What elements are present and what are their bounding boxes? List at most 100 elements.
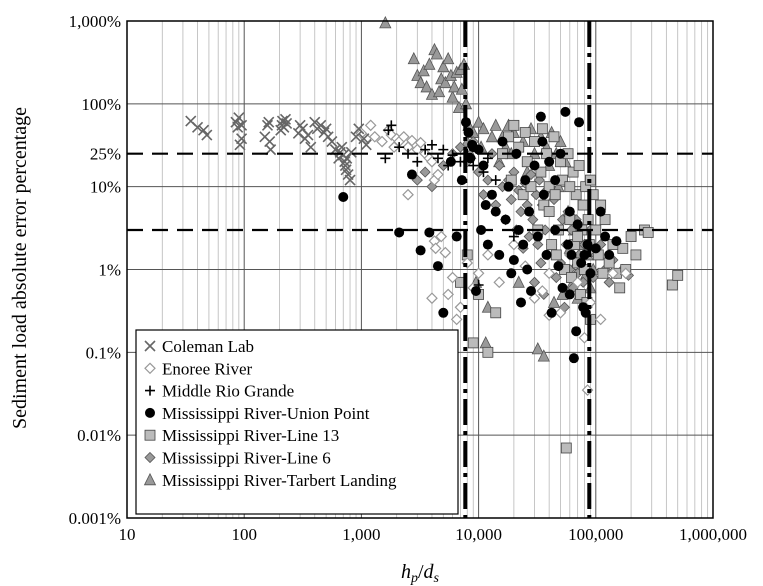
data-point bbox=[364, 119, 377, 132]
legend-marker bbox=[144, 340, 156, 352]
data-point bbox=[470, 286, 481, 297]
data-point bbox=[537, 349, 550, 362]
data-point bbox=[535, 257, 547, 269]
legend: Coleman Lab Enoree River Middle Rio Grande… bbox=[135, 329, 459, 515]
data-point bbox=[326, 136, 338, 148]
data-point bbox=[493, 276, 506, 289]
data-point bbox=[430, 47, 443, 60]
data-point bbox=[553, 261, 564, 272]
data-point bbox=[482, 346, 494, 358]
data-point bbox=[564, 206, 575, 217]
data-point bbox=[630, 249, 642, 261]
data-point bbox=[607, 267, 619, 280]
data-point bbox=[536, 285, 549, 297]
legend-entry: Coleman Lab bbox=[162, 337, 254, 356]
data-point bbox=[546, 307, 557, 318]
data-point bbox=[423, 57, 436, 70]
data-point bbox=[439, 246, 452, 259]
data-point bbox=[594, 313, 607, 326]
data-point bbox=[454, 141, 467, 153]
data-point bbox=[571, 326, 582, 337]
data-point bbox=[426, 155, 438, 168]
data-point bbox=[541, 249, 552, 260]
data-point bbox=[472, 115, 485, 128]
data-point bbox=[546, 239, 558, 250]
data-point bbox=[642, 227, 654, 238]
data-point bbox=[550, 249, 562, 261]
data-point bbox=[467, 337, 479, 349]
data-point bbox=[503, 181, 514, 192]
data-point bbox=[426, 292, 438, 305]
data-point bbox=[353, 123, 365, 135]
data-point bbox=[548, 131, 560, 143]
legend-marker bbox=[145, 385, 155, 396]
data-point bbox=[566, 272, 577, 283]
data-point bbox=[379, 15, 392, 29]
data-point bbox=[567, 166, 579, 178]
data-point bbox=[570, 189, 582, 201]
data-point bbox=[315, 119, 327, 131]
data-point bbox=[557, 282, 568, 293]
data-point bbox=[485, 129, 499, 143]
y-tick-label: 10% bbox=[90, 178, 121, 197]
data-point bbox=[536, 123, 548, 135]
data-point bbox=[666, 279, 678, 291]
data-point bbox=[345, 146, 357, 158]
data-point bbox=[572, 219, 583, 230]
data-point bbox=[394, 142, 405, 153]
data-point bbox=[233, 112, 245, 124]
data-point bbox=[477, 189, 490, 201]
data-point bbox=[420, 80, 433, 93]
legend-entry: Enoree River bbox=[162, 359, 252, 378]
data-point bbox=[302, 129, 314, 141]
data-point bbox=[597, 267, 609, 279]
legend-entry: Mississippi River-Union Point bbox=[162, 404, 370, 423]
data-point bbox=[402, 188, 414, 201]
data-point bbox=[360, 139, 372, 151]
data-point bbox=[508, 238, 520, 251]
y-tick-labels: 0.001% 0.01% 0.1% 1% 10% 25% 100% 1,000% bbox=[69, 12, 121, 528]
data-point bbox=[394, 227, 405, 238]
data-point bbox=[571, 276, 584, 289]
data-point bbox=[368, 130, 381, 143]
data-point bbox=[261, 119, 274, 131]
data-point bbox=[531, 342, 544, 355]
x-tick-label: 100,000 bbox=[568, 525, 623, 544]
data-point bbox=[543, 267, 556, 280]
data-point bbox=[482, 249, 494, 261]
legend-marker bbox=[144, 429, 156, 441]
data-point bbox=[490, 307, 502, 319]
data-point bbox=[522, 264, 533, 275]
data-point bbox=[560, 442, 572, 454]
data-point bbox=[617, 242, 629, 254]
data-point bbox=[550, 175, 561, 186]
data-point bbox=[438, 144, 449, 155]
data-point bbox=[451, 231, 462, 242]
data-point bbox=[611, 236, 622, 247]
x-tick-label: 10 bbox=[119, 525, 136, 544]
data-point bbox=[426, 139, 437, 150]
data-point bbox=[197, 124, 210, 136]
data-point bbox=[358, 133, 370, 145]
data-point bbox=[524, 206, 535, 217]
data-point bbox=[376, 135, 388, 148]
data-point bbox=[512, 275, 525, 288]
x-tick-labels: 10 100 1,000 10,000 100,000 1,000,000 bbox=[119, 525, 748, 544]
data-point bbox=[563, 239, 574, 250]
y-tick-label: 100% bbox=[81, 95, 121, 114]
x-tick-label: 100 bbox=[231, 525, 257, 544]
y-tick-label: 0.1% bbox=[86, 343, 121, 362]
data-point bbox=[564, 289, 575, 300]
data-point bbox=[538, 189, 549, 200]
data-point bbox=[535, 166, 547, 178]
x-tick-label: 10,000 bbox=[455, 525, 502, 544]
data-point bbox=[574, 117, 585, 128]
data-point bbox=[564, 181, 576, 193]
x-axis-label: hp/ds bbox=[401, 561, 440, 586]
legend-entry: Mississippi River-Line 6 bbox=[162, 449, 331, 468]
data-point bbox=[500, 214, 511, 225]
data-point bbox=[473, 144, 484, 155]
y-tick-label: 0.001% bbox=[69, 509, 121, 528]
data-point bbox=[320, 123, 332, 135]
